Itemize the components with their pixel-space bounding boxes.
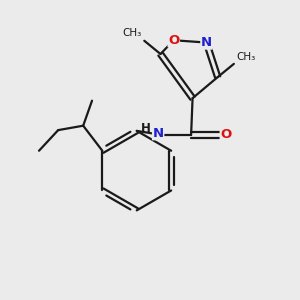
Text: N: N <box>201 36 212 49</box>
Text: N: N <box>153 127 164 140</box>
Text: O: O <box>220 128 232 142</box>
Text: CH₃: CH₃ <box>236 52 256 61</box>
Text: O: O <box>168 34 179 47</box>
Text: H: H <box>140 122 150 135</box>
Text: CH₃: CH₃ <box>123 28 142 38</box>
